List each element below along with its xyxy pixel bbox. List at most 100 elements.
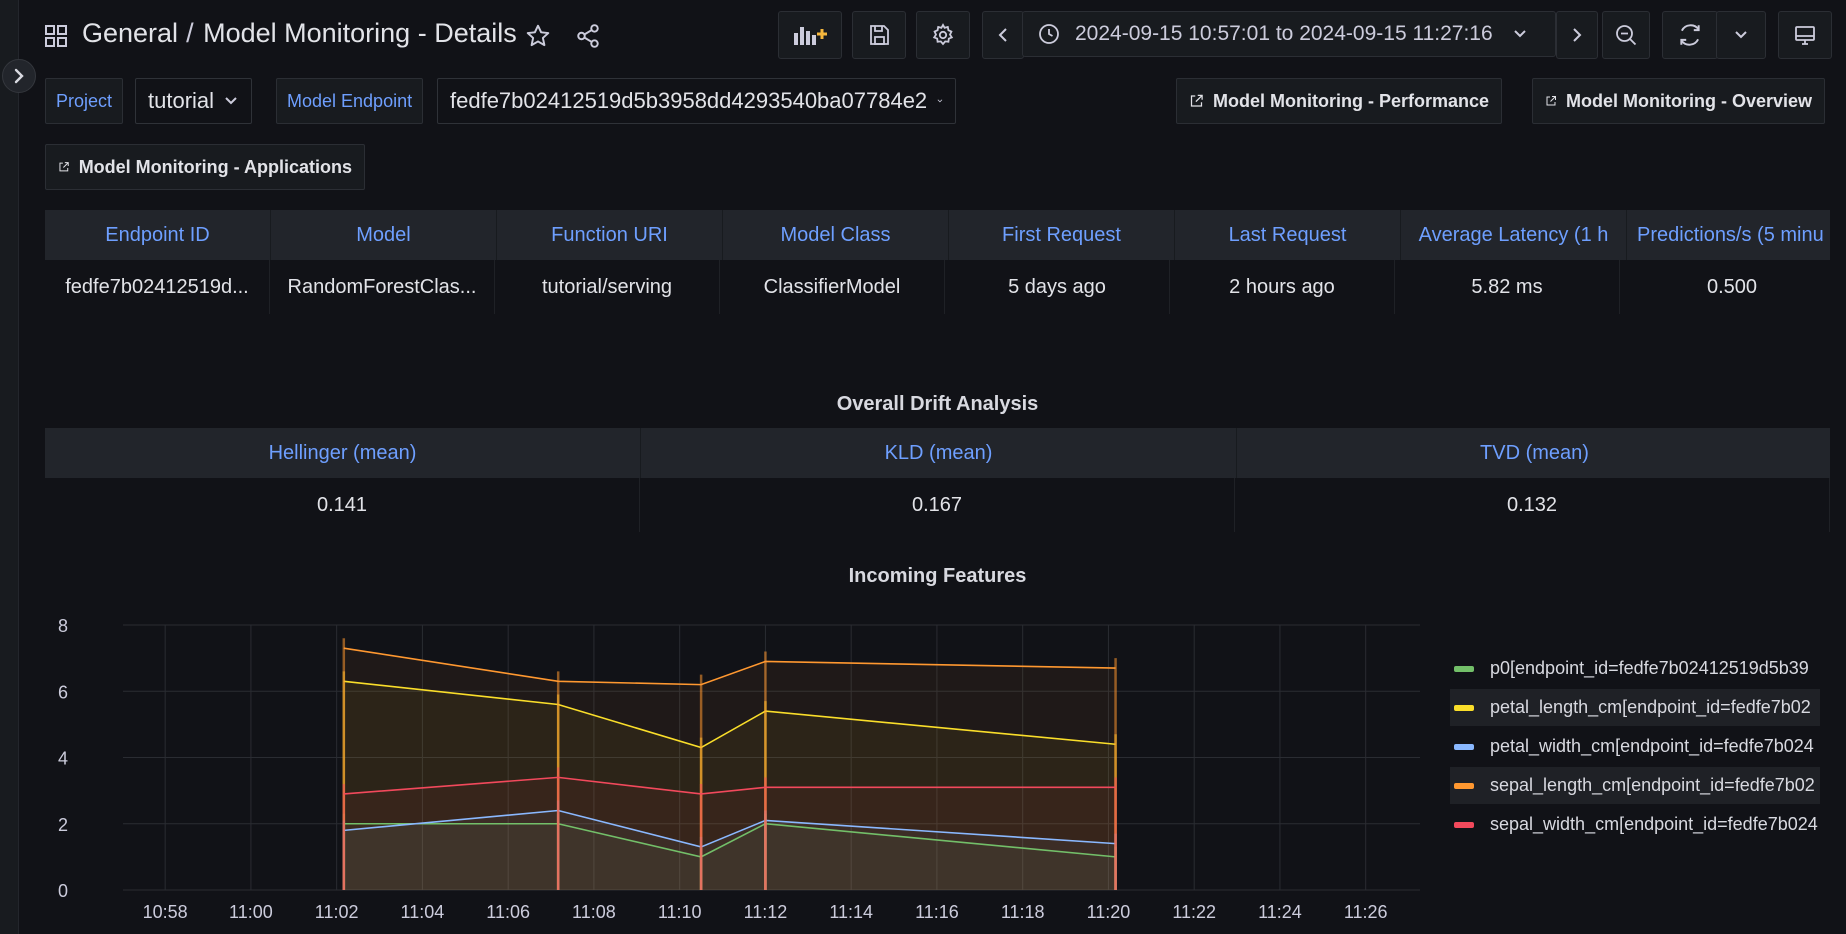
table-row: fedfe7b02412519d... RandomForestClas... … [45, 260, 1830, 314]
table-cell: 2 hours ago [1170, 260, 1395, 314]
legend-swatch [1454, 704, 1474, 711]
time-range-picker[interactable]: 2024-09-15 10:57:01 to 2024-09-15 11:27:… [1022, 11, 1556, 57]
dashboards-grid-icon[interactable] [44, 24, 68, 53]
x-tick-label: 11:06 [486, 902, 530, 922]
series-line [343, 680, 1116, 749]
table-row: 0.141 0.167 0.132 [45, 478, 1830, 532]
time-to-word: to [1275, 22, 1294, 45]
zoom-out-button[interactable] [1602, 11, 1650, 59]
page-title: Model Monitoring - Details [203, 18, 517, 48]
external-link-icon [59, 162, 69, 172]
column-header[interactable]: Predictions/s (5 minu [1627, 210, 1830, 260]
table-cell: 0.167 [640, 478, 1235, 532]
legend-label: p0[endpoint_id=fedfe7b02412519d5b39 [1490, 658, 1809, 678]
legend-item[interactable]: petal_length_cm[endpoint_id=fedfe7b02 [1450, 689, 1820, 726]
expand-menu-button[interactable] [2, 59, 36, 93]
project-variable-label: Project [45, 78, 124, 124]
add-panel-button[interactable] [778, 11, 842, 59]
y-tick-label: 8 [58, 616, 68, 636]
y-tick-label: 6 [58, 682, 68, 702]
series-area [343, 648, 1116, 890]
series-area [343, 823, 1116, 890]
time-from: 2024-09-15 10:57:01 [1075, 22, 1270, 45]
endpoint-select-value: fedfe7b02412519d5b3958dd4293540ba07784e2 [450, 88, 928, 113]
table-header-row: Endpoint ID Model Function URI Model Cla… [45, 210, 1830, 260]
time-shift-back-button[interactable] [982, 11, 1024, 59]
time-shift-forward-button[interactable] [1556, 11, 1598, 59]
chevron-down-icon [937, 99, 943, 103]
legend-label: sepal_length_cm[endpoint_id=fedfe7b02 [1490, 775, 1815, 795]
column-header[interactable]: Endpoint ID [45, 210, 271, 260]
chevron-down-icon [1735, 31, 1747, 39]
x-tick-label: 11:14 [829, 902, 873, 922]
column-header[interactable]: Last Request [1175, 210, 1401, 260]
legend-swatch [1454, 665, 1474, 672]
series-area [343, 681, 1116, 890]
table-cell: 0.500 [1620, 260, 1830, 314]
chevron-down-icon [1513, 30, 1526, 38]
breadcrumb-folder[interactable]: General [82, 18, 179, 48]
legend-item[interactable]: petal_width_cm[endpoint_id=fedfe7b024 [1450, 728, 1820, 765]
tv-mode-button[interactable] [1778, 11, 1832, 59]
x-tick-label: 11:04 [401, 902, 445, 922]
time-range-text: 2024-09-15 10:57:01 to 2024-09-15 11:27:… [1075, 22, 1493, 46]
share-icon[interactable] [574, 22, 602, 50]
table-header-row: Hellinger (mean) KLD (mean) TVD (mean) [45, 428, 1830, 478]
endpoint-variable-label: Model Endpoint [276, 78, 424, 124]
top-navigation: General / Model Monitoring - Details 2024… [0, 0, 1846, 70]
series-area [343, 810, 1116, 890]
legend-item[interactable]: p0[endpoint_id=fedfe7b02412519d5b39 [1450, 650, 1820, 687]
legend-swatch [1454, 821, 1474, 828]
legend-item[interactable]: sepal_width_cm[endpoint_id=fedfe7b024 [1450, 806, 1820, 843]
table-cell: RandomForestClas... [270, 260, 495, 314]
breadcrumb-separator: / [186, 18, 194, 48]
endpoint-details-table: Endpoint ID Model Function URI Model Cla… [45, 210, 1830, 314]
y-tick-label: 2 [58, 815, 68, 835]
link-overview-label: Model Monitoring - Overview [1565, 90, 1812, 111]
series-line [343, 809, 1116, 848]
y-tick-label: 0 [58, 881, 68, 901]
project-select-value: tutorial [148, 88, 215, 113]
column-header[interactable]: Model [271, 210, 497, 260]
column-header[interactable]: First Request [949, 210, 1175, 260]
legend-swatch [1454, 743, 1474, 750]
link-applications-label: Model Monitoring - Applications [78, 156, 352, 177]
legend-label: petal_width_cm[endpoint_id=fedfe7b024 [1490, 736, 1814, 756]
external-link-icon [1546, 96, 1556, 106]
dashboard-settings-button[interactable] [916, 11, 970, 59]
refresh-interval-dropdown[interactable] [1716, 11, 1766, 59]
x-tick-label: 11:26 [1344, 902, 1388, 922]
x-tick-label: 11:22 [1172, 902, 1216, 922]
gear-icon [932, 23, 954, 46]
legend-item[interactable]: sepal_length_cm[endpoint_id=fedfe7b02 [1450, 767, 1820, 804]
y-tick-label: 4 [58, 749, 68, 769]
endpoint-select[interactable]: fedfe7b02412519d5b3958dd4293540ba07784e2 [437, 78, 956, 124]
external-link-icon [1190, 94, 1203, 107]
save-icon [870, 25, 889, 45]
link-performance-dashboard[interactable]: Model Monitoring - Performance [1176, 78, 1502, 124]
link-performance-label: Model Monitoring - Performance [1212, 90, 1489, 111]
legend-label: petal_length_cm[endpoint_id=fedfe7b02 [1490, 697, 1811, 717]
x-tick-label: 11:20 [1087, 902, 1131, 922]
column-header[interactable]: Function URI [497, 210, 723, 260]
chevron-right-icon [14, 68, 24, 84]
star-icon[interactable] [524, 22, 552, 50]
add-panel-icon [794, 27, 827, 45]
refresh-button[interactable] [1662, 11, 1718, 59]
link-applications-dashboard[interactable]: Model Monitoring - Applications [45, 144, 365, 190]
project-select[interactable]: tutorial [135, 78, 252, 124]
link-overview-dashboard[interactable]: Model Monitoring - Overview [1532, 78, 1825, 124]
legend-swatch [1454, 782, 1474, 789]
save-dashboard-button[interactable] [852, 11, 906, 59]
table-cell: fedfe7b02412519d... [45, 260, 270, 314]
chevron-down-icon [225, 97, 237, 105]
x-tick-label: 11:08 [572, 902, 616, 922]
monitor-icon [1795, 26, 1815, 45]
column-header[interactable]: TVD (mean) [1237, 428, 1830, 478]
table-cell: 0.132 [1235, 478, 1830, 532]
column-header[interactable]: KLD (mean) [641, 428, 1237, 478]
column-header[interactable]: Hellinger (mean) [45, 428, 641, 478]
column-header[interactable]: Model Class [723, 210, 949, 260]
column-header[interactable]: Average Latency (1 h [1401, 210, 1627, 260]
